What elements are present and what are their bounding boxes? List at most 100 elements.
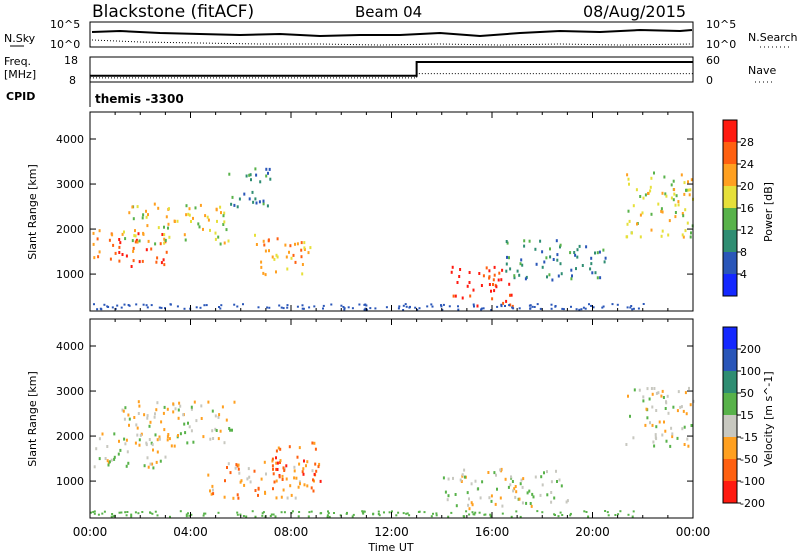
- velocity-cell: [681, 427, 684, 431]
- power-cell: [146, 224, 149, 228]
- velocity-cell: [163, 428, 166, 432]
- power-ground-cell: [374, 307, 377, 310]
- power-ground-cell: [103, 303, 106, 306]
- velocity-y-tick-label: 1000: [56, 475, 84, 488]
- velocity-ground-cell: [447, 515, 450, 518]
- power-cell: [493, 265, 496, 269]
- power-cell: [118, 251, 121, 254]
- velocity-ground-cell: [536, 510, 539, 513]
- velocity-cell: [138, 438, 141, 442]
- velocity-ground-cell: [501, 512, 504, 515]
- velocity-cell: [655, 437, 658, 441]
- power-cell: [488, 283, 491, 286]
- velocity-cell: [190, 407, 193, 411]
- velocity-ground-cell: [627, 513, 630, 516]
- power-cell: [165, 215, 168, 219]
- velocity-cell: [126, 450, 129, 454]
- velocity-cell: [271, 457, 274, 461]
- power-ground-cell: [575, 308, 578, 311]
- velocity-cell: [211, 429, 214, 433]
- velocity-cell: [690, 424, 693, 427]
- power-cell: [301, 272, 304, 276]
- velocity-cell: [655, 391, 658, 395]
- power-ground-cell: [233, 303, 236, 306]
- velocity-ground-cell: [217, 511, 220, 514]
- velocity-cell: [156, 401, 159, 405]
- velocity-ground-cell: [190, 513, 193, 516]
- power-cell: [450, 270, 453, 274]
- velocity-ground-cell: [185, 515, 188, 518]
- velocity-ground-cell: [432, 512, 434, 515]
- velocity-cell: [183, 422, 186, 426]
- velocity-ground-cell: [187, 512, 189, 515]
- power-cell: [307, 251, 310, 255]
- velocity-cell: [167, 433, 170, 436]
- power-cell: [273, 257, 276, 261]
- power-ground-cell: [128, 304, 131, 307]
- velocity-cell: [124, 442, 127, 446]
- velocity-cell: [444, 490, 447, 494]
- power-ground-cell: [457, 308, 460, 311]
- velocity-cell: [633, 388, 636, 392]
- velocity-cell: [546, 470, 548, 474]
- power-cell: [98, 250, 101, 254]
- power-cell: [556, 253, 559, 257]
- power-cell: [262, 239, 265, 243]
- power-cell: [251, 190, 254, 194]
- velocity-cell: [669, 444, 672, 448]
- velocity-cell: [303, 483, 306, 487]
- power-cell: [508, 256, 510, 260]
- velocity-ground-cell: [478, 511, 481, 514]
- power-panel: 1000 2000 3000 4000 Slant Range [km] 4 8 12 16…: [26, 111, 775, 312]
- power-cell: [591, 271, 594, 275]
- power-ground-cell: [369, 307, 372, 310]
- velocity-cell: [481, 480, 484, 484]
- velocity-cell: [298, 462, 301, 466]
- velocity-ground-cell: [130, 513, 133, 516]
- velocity-cell: [665, 400, 667, 404]
- power-cell: [188, 207, 191, 211]
- noise-right-label: N.Search: [748, 31, 798, 44]
- power-cell: [125, 254, 128, 258]
- velocity-cell: [179, 404, 182, 408]
- power-cell: [461, 296, 464, 300]
- power-cell: [642, 196, 645, 200]
- power-cell: [132, 259, 135, 263]
- freq-left-tick-low: 8: [69, 74, 76, 87]
- power-cell: [650, 176, 653, 180]
- velocity-cell: [249, 480, 252, 484]
- velocity-cell: [156, 450, 159, 454]
- velocity-y-tick-label: 3000: [56, 385, 84, 398]
- power-ground-cell: [426, 305, 429, 308]
- power-cell: [136, 240, 139, 244]
- velocity-ground-cell: [307, 515, 310, 518]
- velocity-cell: [303, 459, 305, 463]
- power-cell: [290, 256, 293, 260]
- power-cell: [276, 237, 279, 241]
- power-cell: [289, 244, 292, 248]
- power-cell: [687, 180, 689, 184]
- time-tick-label: 04:00: [173, 525, 208, 539]
- power-ground-cell: [142, 303, 145, 306]
- power-ground-cell: [308, 306, 311, 309]
- power-cell: [159, 242, 162, 246]
- power-cell: [227, 239, 230, 243]
- velocity-cell: [125, 438, 128, 442]
- velocity-cell: [470, 501, 473, 505]
- velocity-ground-cell: [569, 512, 572, 515]
- velocity-cell: [239, 480, 242, 484]
- velocity-cell: [209, 489, 211, 493]
- power-cell: [649, 189, 652, 193]
- velocity-cell: [452, 476, 454, 480]
- power-ground-cell: [431, 305, 434, 308]
- velocity-cell: [192, 440, 195, 444]
- power-cell: [661, 210, 664, 214]
- power-cell: [632, 204, 635, 208]
- velocity-ground-cell: [345, 512, 348, 515]
- velocity-cell: [311, 469, 314, 473]
- power-cell: [650, 228, 653, 232]
- power-ground-cell: [418, 307, 421, 310]
- time-tick-label: 00:00: [676, 525, 711, 539]
- velocity-cell: [108, 460, 111, 464]
- velocity-cell: [218, 413, 221, 417]
